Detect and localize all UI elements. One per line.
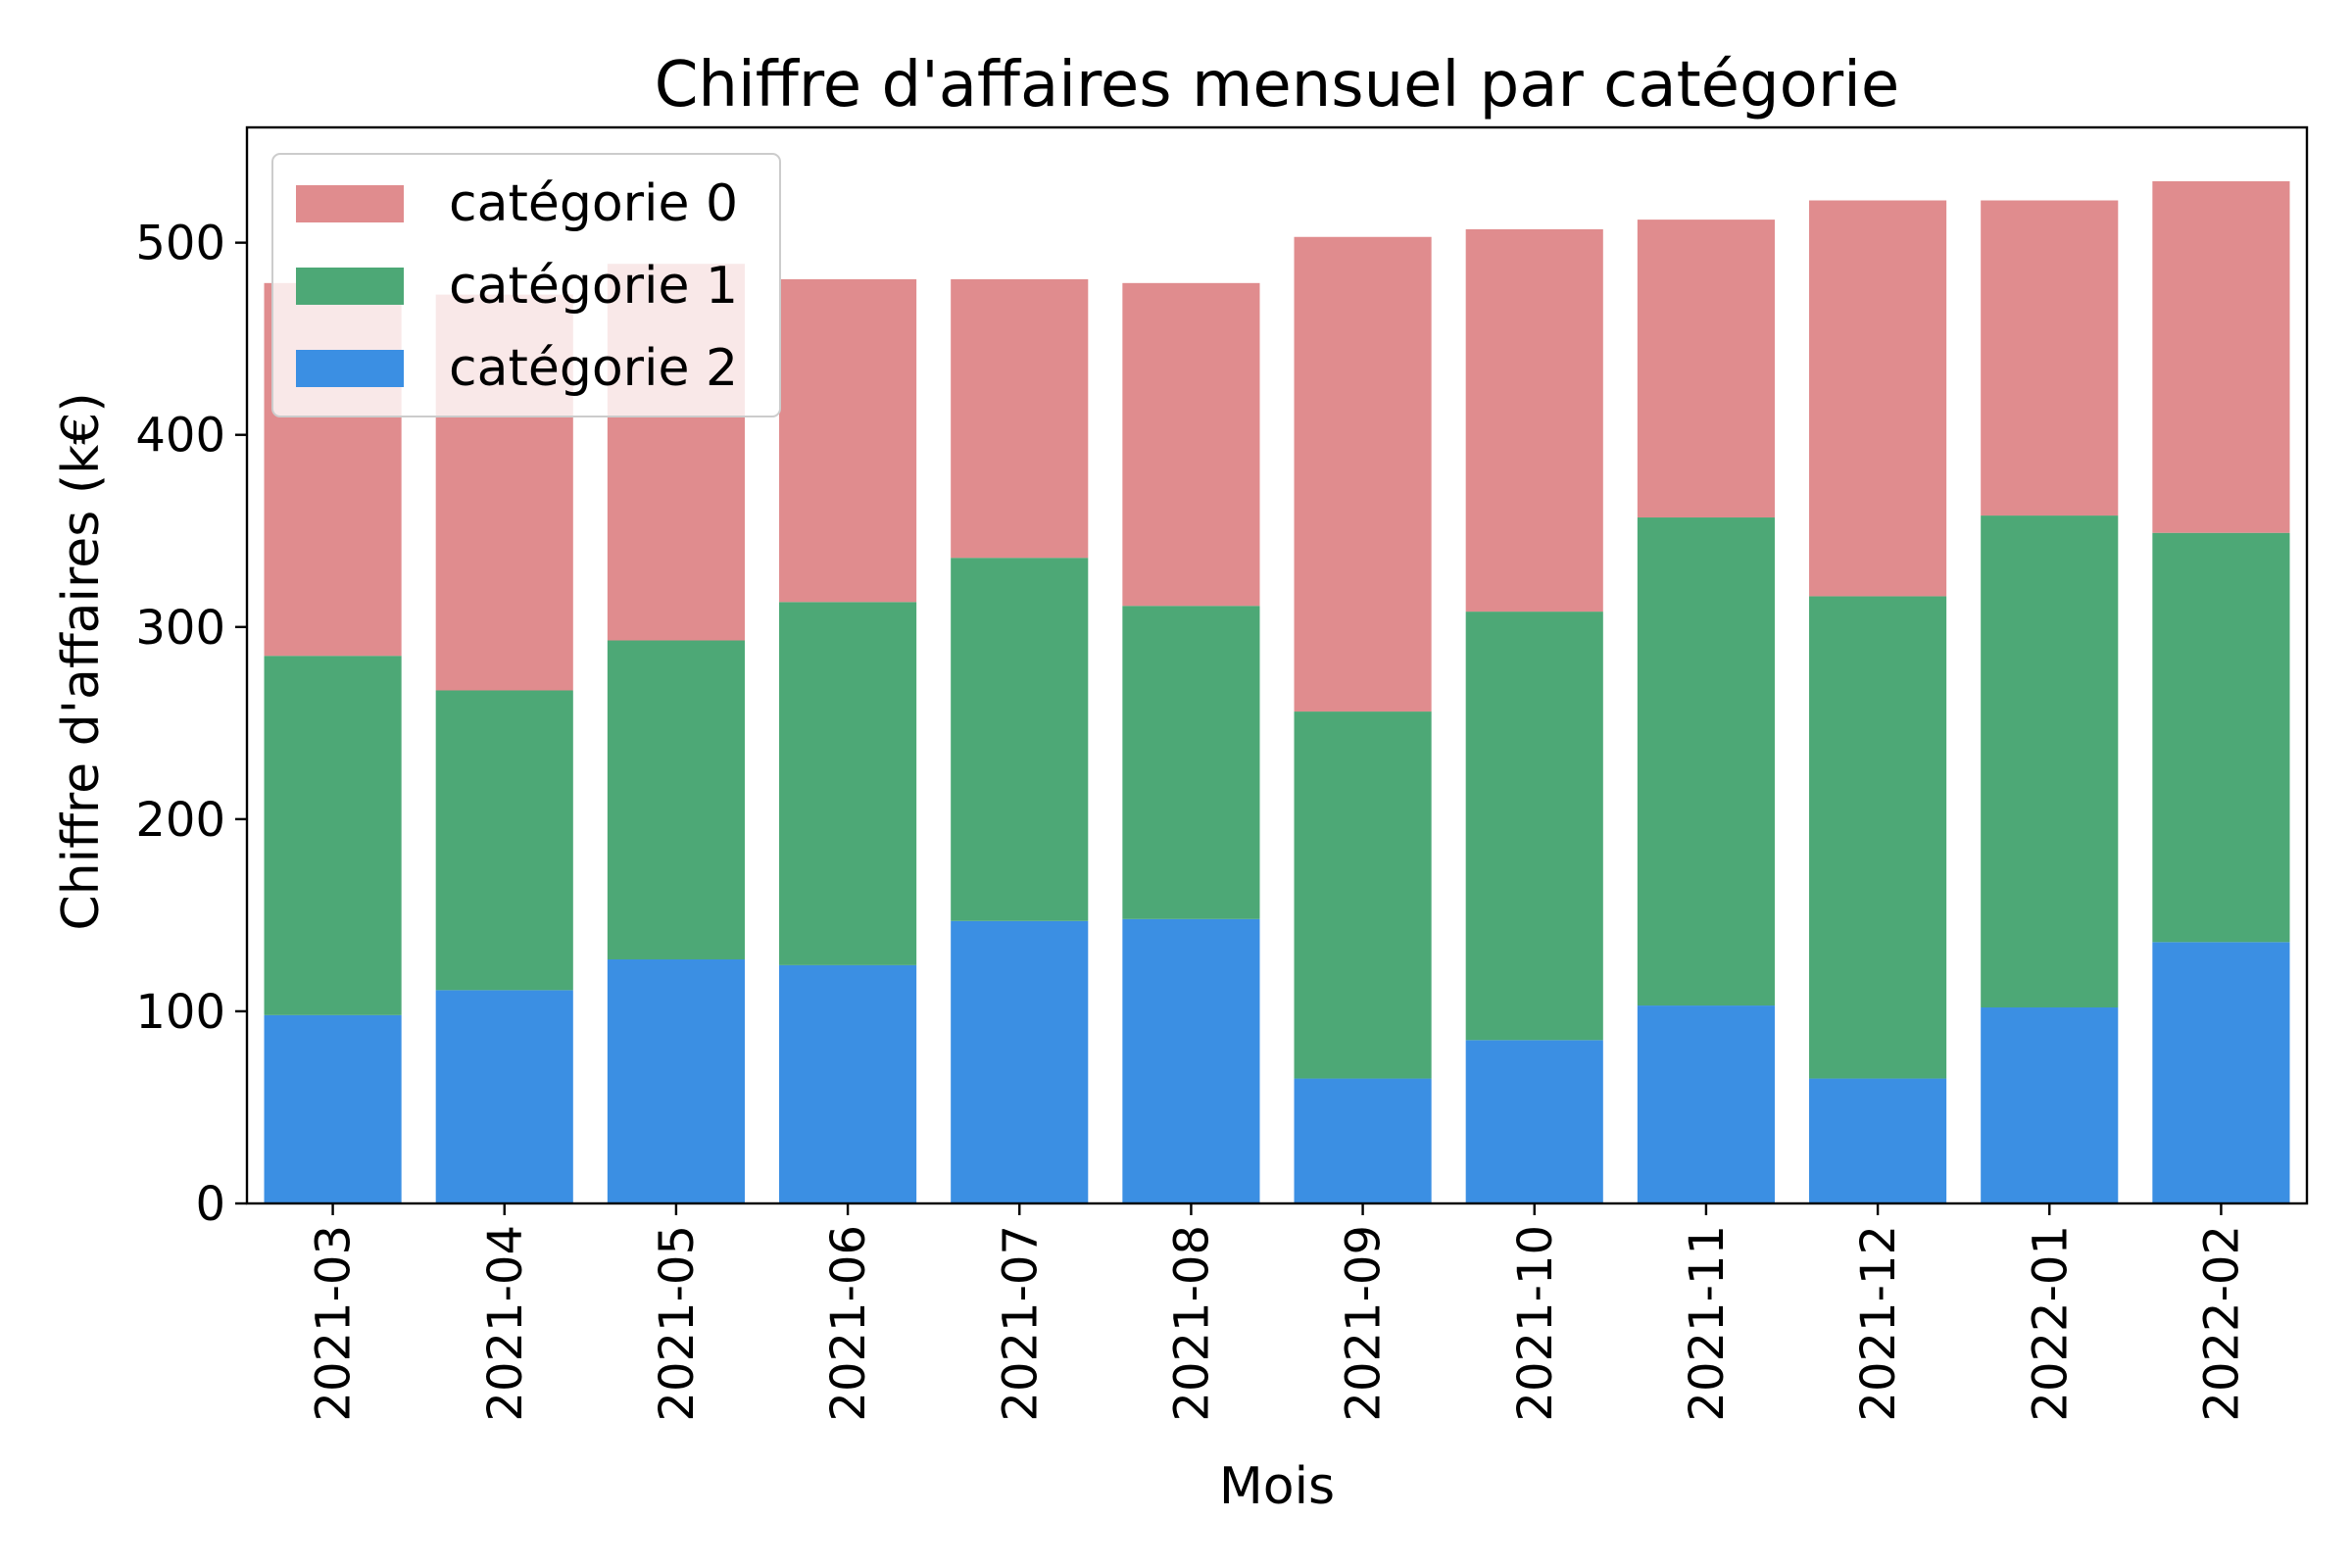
plot-frame — [245, 125, 2309, 1205]
x-tick-label: 2021-12 — [1851, 1225, 1906, 1422]
x-tick-label: 2021-10 — [1508, 1225, 1563, 1422]
y-tick-label: 300 — [135, 601, 225, 656]
bar-categorie-2-2021-10 — [1465, 1040, 1603, 1203]
bar-categorie-1-2022-02 — [2152, 532, 2290, 943]
bar-categorie-2-2021-09 — [1294, 1078, 1432, 1203]
bar-categorie-1-2021-07 — [951, 558, 1089, 921]
bar-categorie-2-2021-05 — [607, 958, 745, 1203]
bar-categorie-2-2021-03 — [264, 1014, 402, 1203]
x-tick-label: 2021-06 — [821, 1225, 876, 1422]
bar-categorie-1-2021-12 — [1809, 596, 1947, 1079]
bar-categorie-2-2021-06 — [779, 964, 917, 1203]
x-tick-label: 2021-04 — [478, 1225, 533, 1422]
y-axis-label: Chiffre d'affaires (k€) — [52, 392, 111, 930]
chart-title: Chiffre d'affaires mensuel par catégorie — [655, 49, 1900, 122]
bar-categorie-0-2021-09 — [1294, 236, 1432, 712]
bar-categorie-1-2021-05 — [607, 640, 745, 959]
bar-categorie-0-2022-02 — [2152, 180, 2290, 533]
bar-categorie-0-2021-11 — [1637, 220, 1775, 518]
bar-categorie-2-2021-08 — [1122, 918, 1260, 1203]
x-tick-label: 2021-11 — [1680, 1225, 1735, 1422]
axes-layer: 0 100 200 300 400 500 2021-03 2021-04 2021-05 202… — [135, 125, 2309, 1422]
legend-swatch — [296, 268, 404, 305]
x-tick-label: 2022-01 — [2023, 1225, 2078, 1422]
bar-categorie-0-2021-07 — [951, 278, 1089, 559]
bar-categorie-2-2022-01 — [1981, 1007, 2119, 1203]
bar-categorie-2-2021-07 — [951, 920, 1089, 1203]
x-tick-label: 2021-09 — [1337, 1225, 1392, 1422]
bar-categorie-0-2021-06 — [779, 278, 917, 603]
bar-categorie-1-2021-08 — [1122, 606, 1260, 919]
bar-categorie-1-2021-09 — [1294, 711, 1432, 1079]
bar-categorie-2-2022-02 — [2152, 942, 2290, 1203]
legend-label: catégorie 0 — [449, 174, 738, 233]
x-tick-label: 2021-03 — [307, 1225, 362, 1422]
y-tick-label: 400 — [135, 409, 225, 464]
x-axis-label: Mois — [1219, 1457, 1335, 1516]
y-tick-label: 200 — [135, 793, 225, 848]
bar-categorie-1-2022-01 — [1981, 515, 2119, 1007]
x-tick-label: 2022-02 — [2194, 1225, 2249, 1422]
bar-categorie-2-2021-11 — [1637, 1005, 1775, 1203]
x-tick-label: 2021-08 — [1164, 1225, 1219, 1422]
y-tick-label: 100 — [135, 985, 225, 1040]
bar-categorie-1-2021-04 — [435, 690, 573, 991]
bar-categorie-1-2021-10 — [1465, 612, 1603, 1041]
bar-categorie-2-2021-04 — [435, 990, 573, 1203]
x-tick-label: 2021-05 — [650, 1225, 705, 1422]
bar-categorie-0-2021-12 — [1809, 200, 1947, 597]
y-tick-label: 500 — [135, 217, 225, 271]
legend-label: catégorie 1 — [449, 257, 738, 316]
bar-categorie-2-2021-12 — [1809, 1078, 1947, 1203]
x-tick-label: 2021-07 — [993, 1225, 1048, 1422]
legend-swatch — [296, 350, 404, 387]
legend: catégorie 0 catégorie 1 catégorie 2 — [271, 153, 781, 417]
y-tick-label: 0 — [195, 1177, 225, 1232]
bar-categorie-0-2021-10 — [1465, 228, 1603, 612]
bar-categorie-1-2021-06 — [779, 602, 917, 965]
bar-categorie-1-2021-11 — [1637, 517, 1775, 1006]
legend-label: catégorie 2 — [449, 339, 738, 398]
bar-categorie-0-2022-01 — [1981, 200, 2119, 516]
bar-categorie-1-2021-03 — [264, 656, 402, 1015]
legend-swatch — [296, 185, 404, 222]
bars-layer — [264, 180, 2290, 1203]
bar-categorie-0-2021-08 — [1122, 282, 1260, 607]
